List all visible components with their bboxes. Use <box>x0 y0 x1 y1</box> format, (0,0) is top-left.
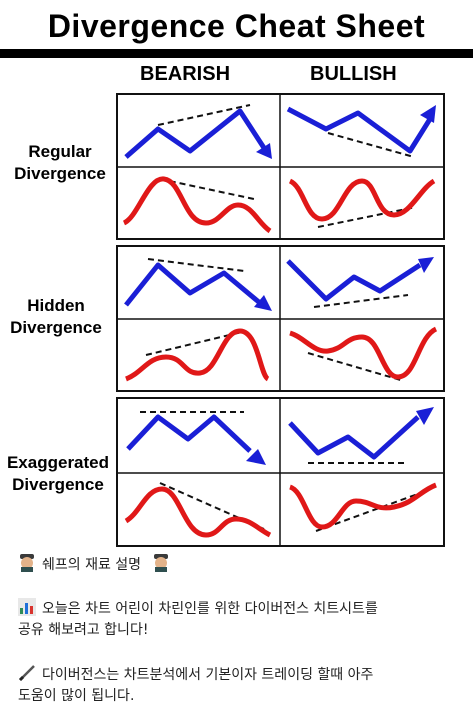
pencil-emoji-icon <box>18 664 36 682</box>
chef-emoji-icon <box>18 554 36 572</box>
hidden-bullish-price-arrowhead <box>418 257 434 273</box>
hidden-bullish-price-trendline <box>313 294 409 308</box>
title-underline <box>0 49 473 58</box>
panel-exaggerated-graphics <box>118 399 443 545</box>
post-line3a-text: 다이버전스는 차트분석에서 기본이자 트레이딩 할때 아주 <box>42 667 374 683</box>
post-line3b-text: 도움이 많이 됩니다. <box>18 688 135 704</box>
bar-chart-emoji-icon <box>18 598 36 616</box>
regular-bullish-price-arrowhead <box>420 105 436 123</box>
hidden-bullish-indicator-line <box>289 326 438 380</box>
exaggerated-bearish-indicator-line <box>124 486 272 538</box>
post-caption-line1: 쉐프의 재료 설명 <box>18 554 458 576</box>
row-label-exaggerated-line2: Divergence <box>12 475 104 494</box>
row-label-hidden-line1: Hidden <box>27 296 85 315</box>
panel-hidden-divergence <box>116 245 445 392</box>
column-header-bullish: BULLISH <box>310 63 397 85</box>
exaggerated-bearish-price-arrowhead <box>246 449 266 465</box>
row-label-hidden-line2: Divergence <box>10 318 102 337</box>
row-label-regular-line1: Regular <box>28 142 92 161</box>
hidden-bullish-indicator-trendline <box>307 352 405 382</box>
regular-bearish-price-line <box>124 108 269 159</box>
hidden-bearish-indicator-line <box>124 328 270 382</box>
panel-hidden-graphics <box>118 247 443 390</box>
row-label-exaggerated: Exaggerated Divergence <box>0 452 116 496</box>
regular-bullish-price-trendline <box>327 132 415 158</box>
regular-bearish-indicator-line <box>122 176 272 234</box>
row-label-regular: Regular Divergence <box>4 141 116 185</box>
regular-bearish-price-trendline <box>157 104 251 126</box>
regular-bullish-price-line <box>286 106 433 154</box>
panel-regular-graphics <box>118 95 443 238</box>
exaggerated-bullish-price-line <box>288 415 420 460</box>
exaggerated-bullish-price-arrowhead <box>416 407 434 425</box>
post-caption-line3: 다이버전스는 차트분석에서 기본이자 트레이딩 할때 아주 도움이 많이 됩니다… <box>18 664 458 707</box>
post-caption-line2: 오늘은 차트 어린이 차린인를 위한 다이버전스 치트시트를 공유 해보려고 합… <box>18 598 458 641</box>
regular-bullish-indicator-trendline <box>317 206 417 228</box>
row-label-hidden: Hidden Divergence <box>0 295 112 339</box>
hidden-bearish-price-trendline <box>147 258 245 272</box>
row-label-exaggerated-line1: Exaggerated <box>6 453 110 472</box>
panel-regular-divergence <box>116 93 445 240</box>
hidden-bullish-price-line <box>286 259 422 302</box>
regular-bullish-indicator-line <box>288 178 436 222</box>
regular-bearish-price-arrowhead <box>256 143 272 159</box>
regular-bearish-indicator-trendline <box>159 178 255 200</box>
post-line2a-text: 오늘은 차트 어린이 차린인를 위한 다이버전스 치트시트를 <box>42 601 378 617</box>
chef-emoji-icon <box>152 554 170 572</box>
post-line2b-text: 공유 해보려고 합니다! <box>18 622 149 638</box>
exaggerated-bearish-price-line <box>126 414 252 453</box>
row-label-regular-line2: Divergence <box>14 164 106 183</box>
hidden-bearish-price-arrowhead <box>254 295 272 311</box>
hidden-bearish-price-line <box>124 262 262 307</box>
cheat-sheet-title: Divergence Cheat Sheet <box>47 8 426 44</box>
panel-exaggerated-divergence <box>116 397 445 547</box>
exaggerated-bullish-indicator-line <box>288 482 437 530</box>
post-line1-text: 쉐프의 재료 설명 <box>42 557 142 573</box>
column-header-bearish: BEARISH <box>140 63 231 85</box>
